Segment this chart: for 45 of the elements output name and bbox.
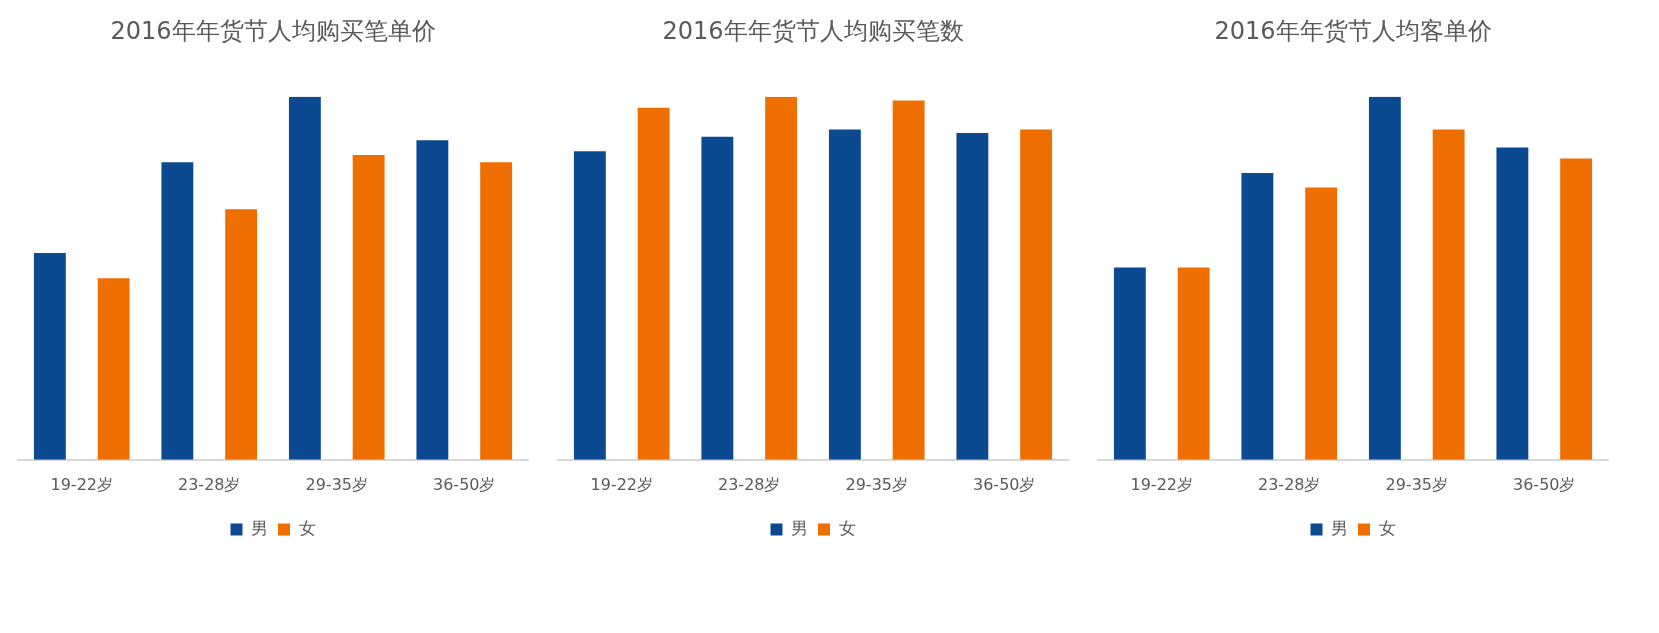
bar — [97, 278, 130, 460]
bar — [1432, 129, 1465, 460]
legend-label: 女 — [1378, 517, 1396, 538]
x-tick-label: 36-50岁 — [433, 474, 496, 494]
bar — [1020, 129, 1053, 460]
bar — [701, 136, 734, 460]
bar — [573, 151, 606, 460]
bar — [1241, 173, 1274, 460]
x-tick-label: 29-35岁 — [1385, 474, 1448, 494]
bar — [416, 140, 449, 460]
x-tick-label: 19-22岁 — [50, 474, 113, 494]
legend-label: 女 — [838, 517, 856, 538]
x-tick-label: 36-50岁 — [1513, 474, 1576, 494]
bar — [1305, 187, 1338, 460]
chart-title: 2016年年货节人均客单价 — [1214, 16, 1492, 45]
chart-title: 2016年年货节人均购买笔数 — [662, 16, 964, 45]
x-tick-label: 23-28岁 — [178, 474, 241, 494]
bar — [33, 252, 66, 460]
bar — [288, 96, 321, 460]
bar — [956, 133, 989, 460]
chart-title: 2016年年货节人均购买笔单价 — [110, 16, 436, 45]
bar — [1560, 158, 1593, 460]
bar — [161, 162, 194, 460]
legend-label: 男 — [251, 517, 268, 538]
x-tick-label: 23-28岁 — [718, 474, 781, 494]
legend-label: 男 — [791, 517, 808, 538]
bar — [1368, 96, 1401, 460]
x-tick-label: 29-35岁 — [305, 474, 368, 494]
legend-label: 女 — [298, 517, 316, 538]
x-tick-label: 19-22岁 — [590, 474, 653, 494]
bar — [1177, 267, 1210, 460]
bar — [765, 96, 798, 460]
x-tick-label: 23-28岁 — [1258, 474, 1321, 494]
x-tick-label: 29-35岁 — [845, 474, 908, 494]
legend-label: 男 — [1331, 517, 1348, 538]
x-tick-label: 19-22岁 — [1130, 474, 1193, 494]
bar — [480, 162, 513, 460]
bar — [637, 107, 670, 460]
bar — [828, 129, 861, 460]
bar — [1496, 147, 1529, 460]
x-tick-label: 36-50岁 — [973, 474, 1036, 494]
bar — [352, 154, 385, 460]
bar — [892, 100, 925, 460]
bar — [1113, 267, 1146, 460]
bar — [225, 209, 258, 460]
